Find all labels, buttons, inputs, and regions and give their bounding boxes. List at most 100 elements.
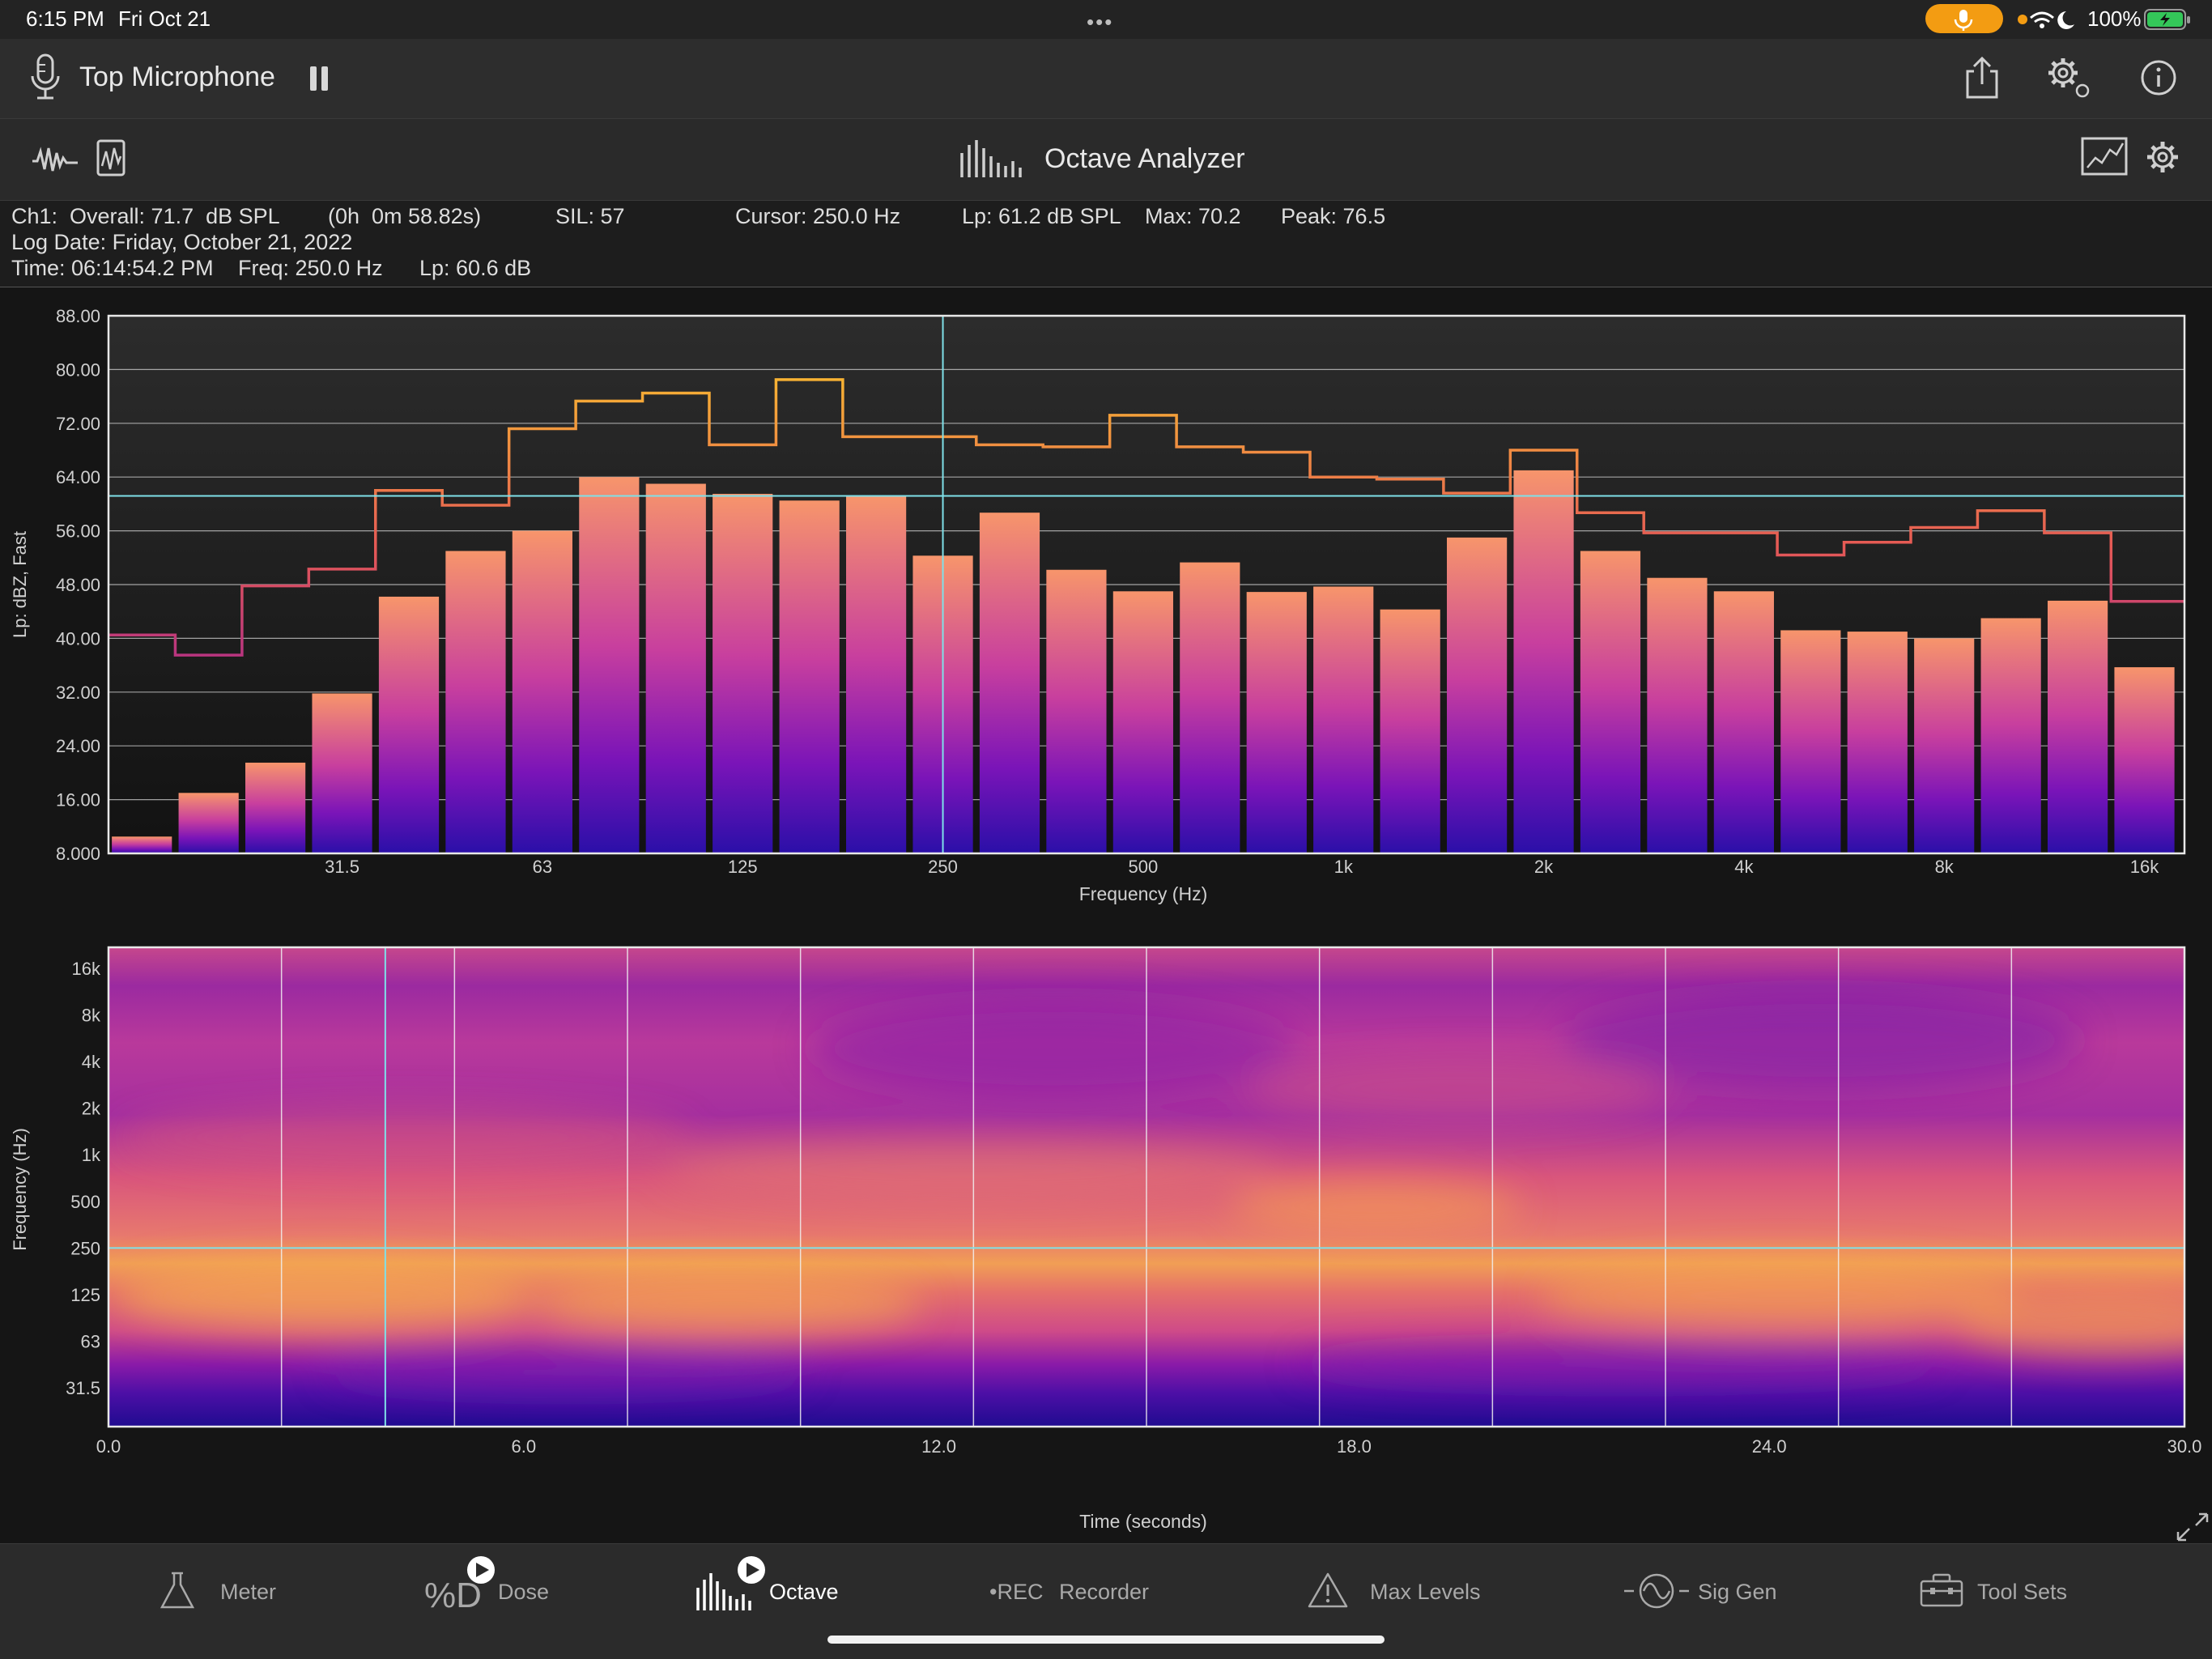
expand-icon[interactable]	[2175, 1511, 2210, 1543]
frequency-tick-label: 250	[70, 1238, 100, 1258]
bottom-tab-bar: Meter %D Dose Octave •REC Recorder	[0, 1543, 2212, 1659]
frequency-tick-label: 8k	[82, 1006, 101, 1026]
time-tick-label: 12.0	[921, 1436, 956, 1457]
spectrogram-x-axis-label: Time (seconds)	[1079, 1511, 1207, 1532]
x-tick-label: 16k	[2130, 857, 2159, 877]
spectrogram-texture	[113, 992, 2184, 1393]
waveform-icon[interactable]	[31, 143, 79, 176]
tab-recorder[interactable]: •REC Recorder	[989, 1567, 1168, 1615]
tab-octave-label: Octave	[769, 1580, 839, 1604]
octave-bar	[1246, 592, 1307, 853]
input-source-title[interactable]: Top Microphone	[79, 62, 275, 92]
tab-dose[interactable]: %D Dose	[424, 1556, 570, 1615]
octave-bar	[579, 477, 640, 853]
octave-x-tick-labels: 31.5 63 125 250 500 1k 2k 4k 8k 16k	[325, 857, 2159, 877]
tab-tool-sets-label: Tool Sets	[1977, 1580, 2068, 1604]
log-time: Time: 06:14:54.2 PM	[11, 256, 214, 280]
share-icon[interactable]	[1963, 55, 2001, 100]
toolbox-icon	[1920, 1573, 1963, 1607]
settings-gears-icon[interactable]	[2044, 53, 2095, 102]
x-tick-label: 63	[533, 857, 552, 877]
octave-bar	[1180, 562, 1240, 853]
octave-bar	[713, 493, 773, 853]
octave-bar	[112, 836, 172, 853]
sil-value: SIL: 57	[555, 204, 625, 228]
octave-bar	[1513, 470, 1574, 853]
overall-level: Ch1: Overall: 71.7 dB SPL	[11, 204, 280, 228]
time-tick-label: 0.0	[96, 1436, 121, 1457]
y-tick-label: 40.00	[56, 628, 100, 649]
octave-bar	[979, 513, 1040, 853]
battery-charging-icon	[2144, 9, 2190, 30]
y-tick-label: 56.00	[56, 521, 100, 542]
octave-bar	[645, 483, 706, 853]
tab-recorder-label: Recorder	[1059, 1580, 1150, 1604]
y-tick-label: 16.00	[56, 790, 100, 810]
octave-bar	[1112, 591, 1173, 853]
octave-plot-frame[interactable]	[107, 314, 2186, 855]
module-title: Octave Analyzer	[1044, 143, 1245, 174]
octave-x-axis-label: Frequency (Hz)	[1079, 883, 1207, 904]
time-tick-label: 18.0	[1337, 1436, 1372, 1457]
x-tick-label: 31.5	[325, 857, 359, 877]
octave-bar	[1713, 591, 1774, 853]
top-toolbar: Top Microphone	[0, 39, 2212, 119]
rec-icon: •REC	[989, 1580, 1044, 1604]
multitask-dots-icon[interactable]: •••	[1087, 10, 1114, 34]
spectrogram-gridlines	[280, 947, 2013, 1427]
x-tick-label: 1k	[1334, 857, 1354, 877]
percent-dose-icon: %D	[424, 1556, 495, 1614]
octave-bar	[846, 496, 907, 853]
tab-sig-gen-label: Sig Gen	[1698, 1580, 1777, 1604]
flask-icon	[160, 1572, 195, 1609]
y-tick-label: 80.00	[56, 359, 100, 380]
octave-bar	[1647, 577, 1708, 853]
octave-bar	[378, 596, 440, 853]
y-tick-label: 72.00	[56, 414, 100, 434]
y-tick-label: 88.00	[56, 306, 100, 326]
frequency-tick-label: 500	[70, 1192, 100, 1212]
module-settings-gear-icon[interactable]	[2144, 138, 2181, 176]
octave-bar	[1313, 586, 1374, 853]
y-tick-label: 8.000	[56, 844, 100, 864]
elapsed-time: (0h 0m 58.82s)	[328, 204, 482, 228]
log-frequency: Freq: 250.0 Hz	[238, 256, 383, 280]
spectrogram-frame	[107, 946, 2186, 1428]
analyzer-header: Octave Analyzer	[0, 119, 2212, 201]
graph-view-icon[interactable]	[2081, 137, 2128, 176]
octave-bar	[512, 530, 572, 853]
mic-in-use-icon	[1925, 4, 2003, 33]
octave-bar	[178, 793, 239, 853]
tab-max-levels[interactable]: Max Levels	[1307, 1567, 1501, 1615]
microphone-icon[interactable]	[29, 53, 62, 102]
tab-meter[interactable]: Meter	[159, 1567, 304, 1615]
octave-bar	[779, 500, 840, 853]
warning-triangle-icon	[1308, 1572, 1348, 1608]
octave-bar	[445, 551, 506, 853]
spectrum-document-icon[interactable]	[96, 138, 128, 179]
x-tick-label: 8k	[1935, 857, 1955, 877]
info-icon[interactable]	[2139, 58, 2178, 97]
octave-bar	[245, 762, 306, 853]
tab-sig-gen[interactable]: Sig Gen	[1624, 1567, 1802, 1615]
x-tick-label: 2k	[1534, 857, 1554, 877]
x-tick-label: 250	[928, 857, 958, 877]
time-tick-label: 6.0	[512, 1436, 537, 1457]
x-tick-label: 125	[728, 857, 758, 877]
octave-y-axis-label: Lp: dBZ, Fast	[10, 531, 30, 638]
y-tick-label: 64.00	[56, 467, 100, 487]
octave-bar	[1780, 630, 1841, 853]
status-bar: 6:15 PM Fri Oct 21 ••• 100%	[0, 0, 2212, 39]
octave-bar	[2047, 600, 2108, 853]
tab-octave[interactable]: Octave	[695, 1556, 857, 1615]
home-indicator[interactable]	[827, 1636, 1385, 1644]
tab-tool-sets[interactable]: Tool Sets	[1919, 1567, 2097, 1615]
measurement-info-panel: Ch1: Overall: 71.7 dB SPL (0h 0m 58.82s)…	[0, 201, 2212, 287]
x-tick-label: 4k	[1734, 857, 1754, 877]
log-lp: Lp: 60.6 dB	[419, 256, 532, 280]
battery-percent: 100%	[2087, 6, 2142, 31]
octave-y-tick-labels: 88.00 80.00 72.00 64.00 56.00 48.00 40.00 32.00…	[56, 306, 100, 864]
spectrogram-y-axis-label: Frequency (Hz)	[10, 1128, 30, 1251]
pause-icon[interactable]	[308, 65, 332, 92]
cursor-frequency: Cursor: 250.0 Hz	[735, 204, 901, 228]
